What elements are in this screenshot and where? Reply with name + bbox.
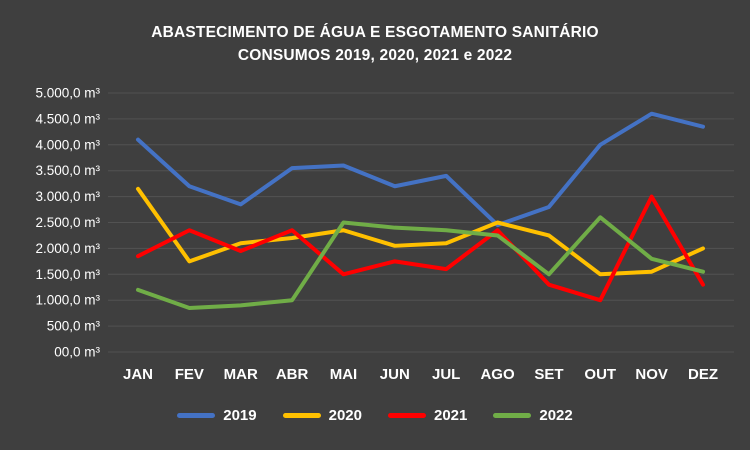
y-axis-tick-label: 00,0 m³: [54, 345, 100, 360]
legend-item-2021: 2021: [388, 407, 467, 424]
y-axis-tick-label: 2.500,0 m³: [35, 215, 100, 230]
x-axis-tick-label: ABR: [276, 366, 309, 383]
series-line-2021: [136, 194, 705, 303]
x-axis-tick-label: OUT: [584, 366, 616, 383]
legend: 2019 2020 2021 2022: [0, 407, 750, 424]
y-axis-tick-label: 2.000,0 m³: [35, 241, 100, 256]
x-axis-tick-label: AGO: [480, 366, 515, 383]
legend-swatch-2022: [493, 413, 532, 418]
chart-title: ABASTECIMENTO DE ÁGUA E ESGOTAMENTO SANI…: [0, 21, 750, 67]
legend-swatch-2020: [282, 413, 321, 418]
legend-item-2022: 2022: [493, 407, 573, 424]
legend-label: 2022: [539, 407, 573, 424]
y-axis-tick-label: 3.000,0 m³: [35, 189, 100, 204]
y-axis-tick-label: 1.500,0 m³: [35, 267, 100, 282]
x-axis-tick-label: SET: [534, 366, 563, 383]
legend-swatch-2021: [388, 413, 426, 418]
x-axis-tick-label: MAR: [224, 366, 258, 383]
x-axis-tick-label: DEZ: [688, 366, 718, 383]
legend-label: 2019: [223, 407, 257, 424]
legend-item-2019: 2019: [177, 407, 257, 424]
x-axis-tick-label: MAI: [330, 366, 358, 383]
chart-title-line2: CONSUMOS 2019, 2020, 2021 e 2022: [237, 47, 513, 64]
y-axis-tick-label: 4.500,0 m³: [35, 111, 100, 126]
chart-title-line1: ABASTECIMENTO DE ÁGUA E ESGOTAMENTO SANI…: [151, 24, 599, 41]
x-axis-tick-label: FEV: [175, 366, 204, 383]
y-axis-tick-label: 500,0 m³: [47, 319, 101, 334]
y-axis-tick-label: 5.000,0 m³: [35, 86, 100, 101]
legend-label: 2020: [328, 407, 362, 424]
y-axis-tick-label: 1.000,0 m³: [35, 293, 100, 308]
x-axis-tick-label: JUN: [380, 366, 410, 383]
legend-item-2020: 2020: [282, 407, 362, 424]
x-axis-tick-label: NOV: [635, 366, 668, 383]
x-axis-tick-label: JAN: [123, 366, 153, 383]
y-axis-tick-label: 3.500,0 m³: [35, 163, 100, 178]
x-axis-tick-label: JUL: [432, 366, 460, 383]
legend-label: 2021: [434, 407, 468, 424]
series-line-2022: [136, 215, 705, 310]
series-line-2019: [136, 111, 705, 228]
legend-swatch-2019: [177, 413, 216, 418]
y-axis-tick-label: 4.000,0 m³: [35, 137, 100, 152]
